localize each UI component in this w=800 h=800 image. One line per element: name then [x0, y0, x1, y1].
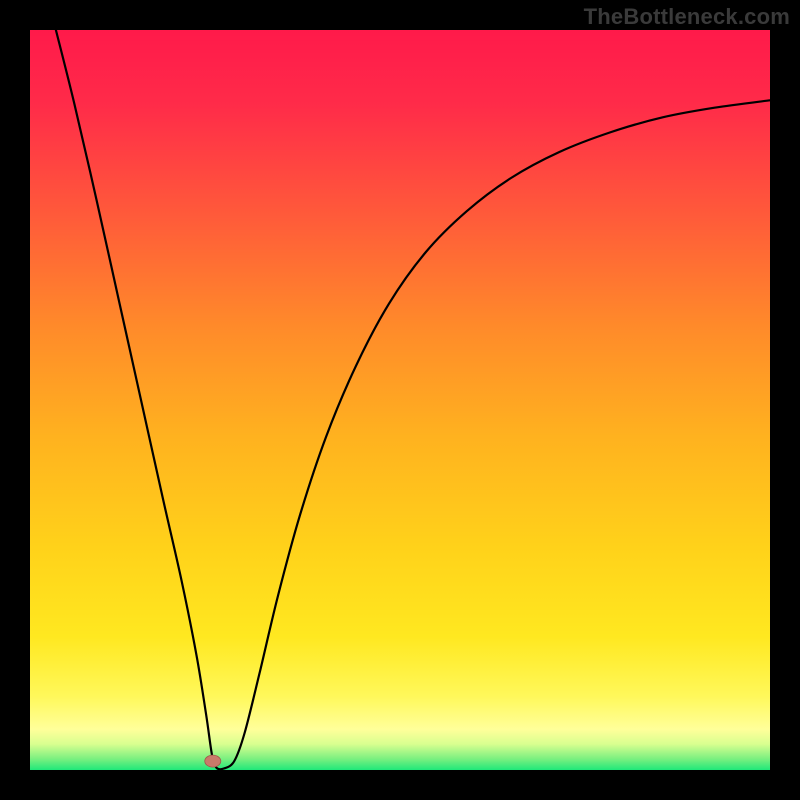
- optimal-point-marker: [205, 755, 221, 767]
- watermark-text: TheBottleneck.com: [584, 4, 790, 30]
- bottleneck-chart: [0, 0, 800, 800]
- chart-container: TheBottleneck.com: [0, 0, 800, 800]
